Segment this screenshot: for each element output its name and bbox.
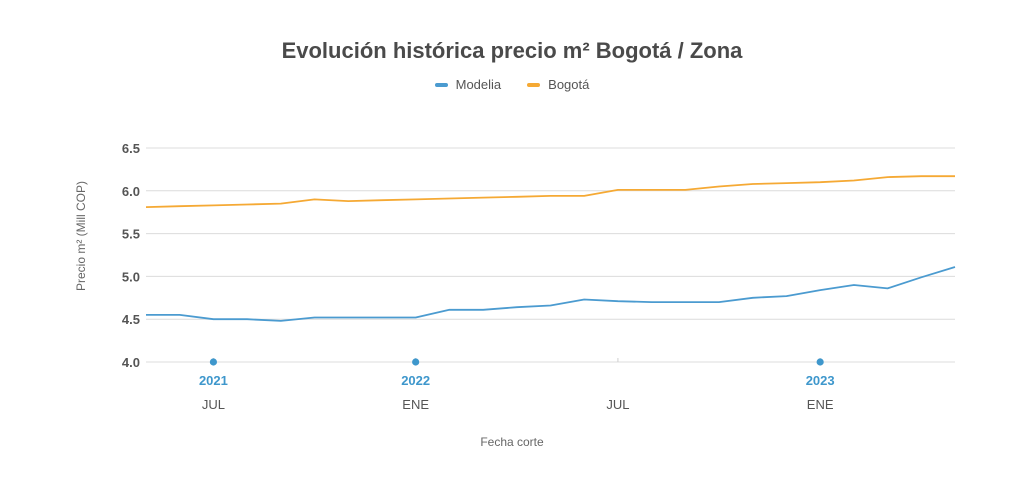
month-label: JUL	[606, 397, 629, 412]
series-line-modelia	[146, 266, 956, 322]
year-marker-dot	[412, 358, 420, 366]
month-label: JUL	[202, 397, 225, 412]
year-label: 2023	[806, 373, 835, 388]
y-axis-title: Precio m² (Mill COP)	[74, 181, 88, 291]
legend-swatch-bogota	[527, 82, 541, 87]
y-tick-label: 5.0	[122, 269, 140, 284]
legend: Modelia Bogotá	[0, 77, 1024, 92]
legend-label-bogota: Bogotá	[548, 77, 590, 92]
year-label: 2021	[199, 373, 228, 388]
legend-item-modelia[interactable]: Modelia	[434, 77, 502, 92]
series-line-bogota	[145, 175, 955, 208]
month-label: ENE	[807, 397, 834, 412]
y-tick-label: 6.0	[122, 184, 140, 199]
chart-title: Evolución histórica precio m² Bogotá / Z…	[281, 38, 743, 63]
legend-item-bogota[interactable]: Bogotá	[527, 77, 589, 92]
x-axis-title: Fecha corte	[480, 435, 544, 449]
y-tick-label: 5.5	[122, 227, 140, 242]
y-tick-label: 6.5	[122, 141, 140, 156]
year-marker-dot	[209, 358, 218, 366]
legend-swatch-modelia	[434, 82, 448, 87]
legend-label-modelia: Modelia	[455, 77, 502, 92]
month-label: ENE	[402, 397, 429, 412]
y-tick-label: 4.0	[122, 355, 140, 370]
year-marker-dot	[816, 358, 824, 366]
y-tick-label: 4.5	[122, 312, 140, 327]
year-label: 2022	[401, 373, 430, 388]
